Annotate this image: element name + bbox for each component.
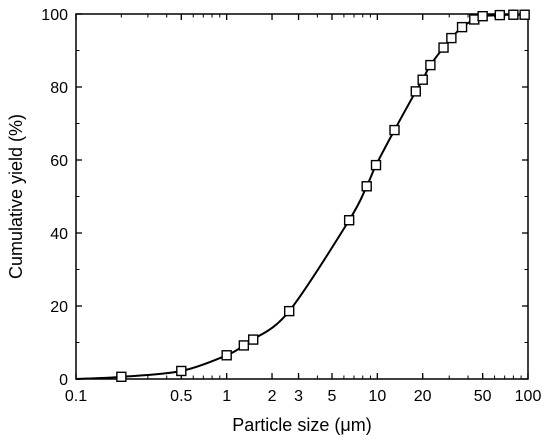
axis-tick-labels: 0.1 0.5 1 2 3 5 10 20 50 100 0 20 40 60 80 100 [41, 7, 541, 405]
data-point-marker [361, 181, 372, 192]
data-point-marker [247, 334, 259, 345]
data-point-marker [116, 371, 127, 383]
x-tick-label: 100 [515, 388, 542, 405]
y-tick-label: 40 [50, 226, 68, 243]
x-tick-label: 3 [294, 388, 303, 405]
data-point-marker [410, 86, 421, 97]
y-tick-label: 0 [59, 372, 68, 389]
x-tick-label: 20 [414, 388, 432, 405]
data-point-marker [417, 74, 428, 85]
y-tick-label: 80 [50, 80, 68, 97]
y-axis-label: Cumulative yield (%) [6, 114, 26, 279]
data-point-marker [438, 42, 449, 53]
x-tick-label: 1 [222, 388, 231, 405]
data-point-marker [221, 350, 232, 361]
y-tick-label: 100 [41, 7, 68, 24]
x-tick-label: 50 [474, 388, 492, 405]
data-point-marker [425, 59, 436, 71]
data-point-marker [494, 9, 506, 21]
x-tick-label: 0.1 [65, 388, 87, 405]
data-point-marker [389, 124, 400, 136]
data-point-marker [477, 10, 488, 22]
x-tick-label: 10 [368, 388, 386, 405]
data-point-marker [370, 159, 382, 171]
data-markers [116, 9, 530, 383]
x-tick-label: 2 [268, 388, 277, 405]
data-point-marker [283, 305, 295, 317]
axis-ticks [75, 13, 529, 380]
data-point-marker [446, 32, 457, 44]
data-point-marker [238, 340, 250, 351]
data-point-marker [343, 215, 355, 226]
data-point-marker [469, 14, 480, 25]
x-tick-label: 0.5 [170, 388, 192, 405]
x-axis-label: Particle size (μm) [232, 415, 371, 435]
data-point-marker [176, 365, 187, 377]
x-tick-label: 5 [328, 388, 337, 405]
y-tick-label: 20 [50, 299, 68, 316]
data-point-marker [456, 21, 468, 33]
data-point-marker [508, 9, 519, 20]
y-tick-label: 60 [50, 153, 68, 170]
data-point-marker [519, 9, 530, 20]
